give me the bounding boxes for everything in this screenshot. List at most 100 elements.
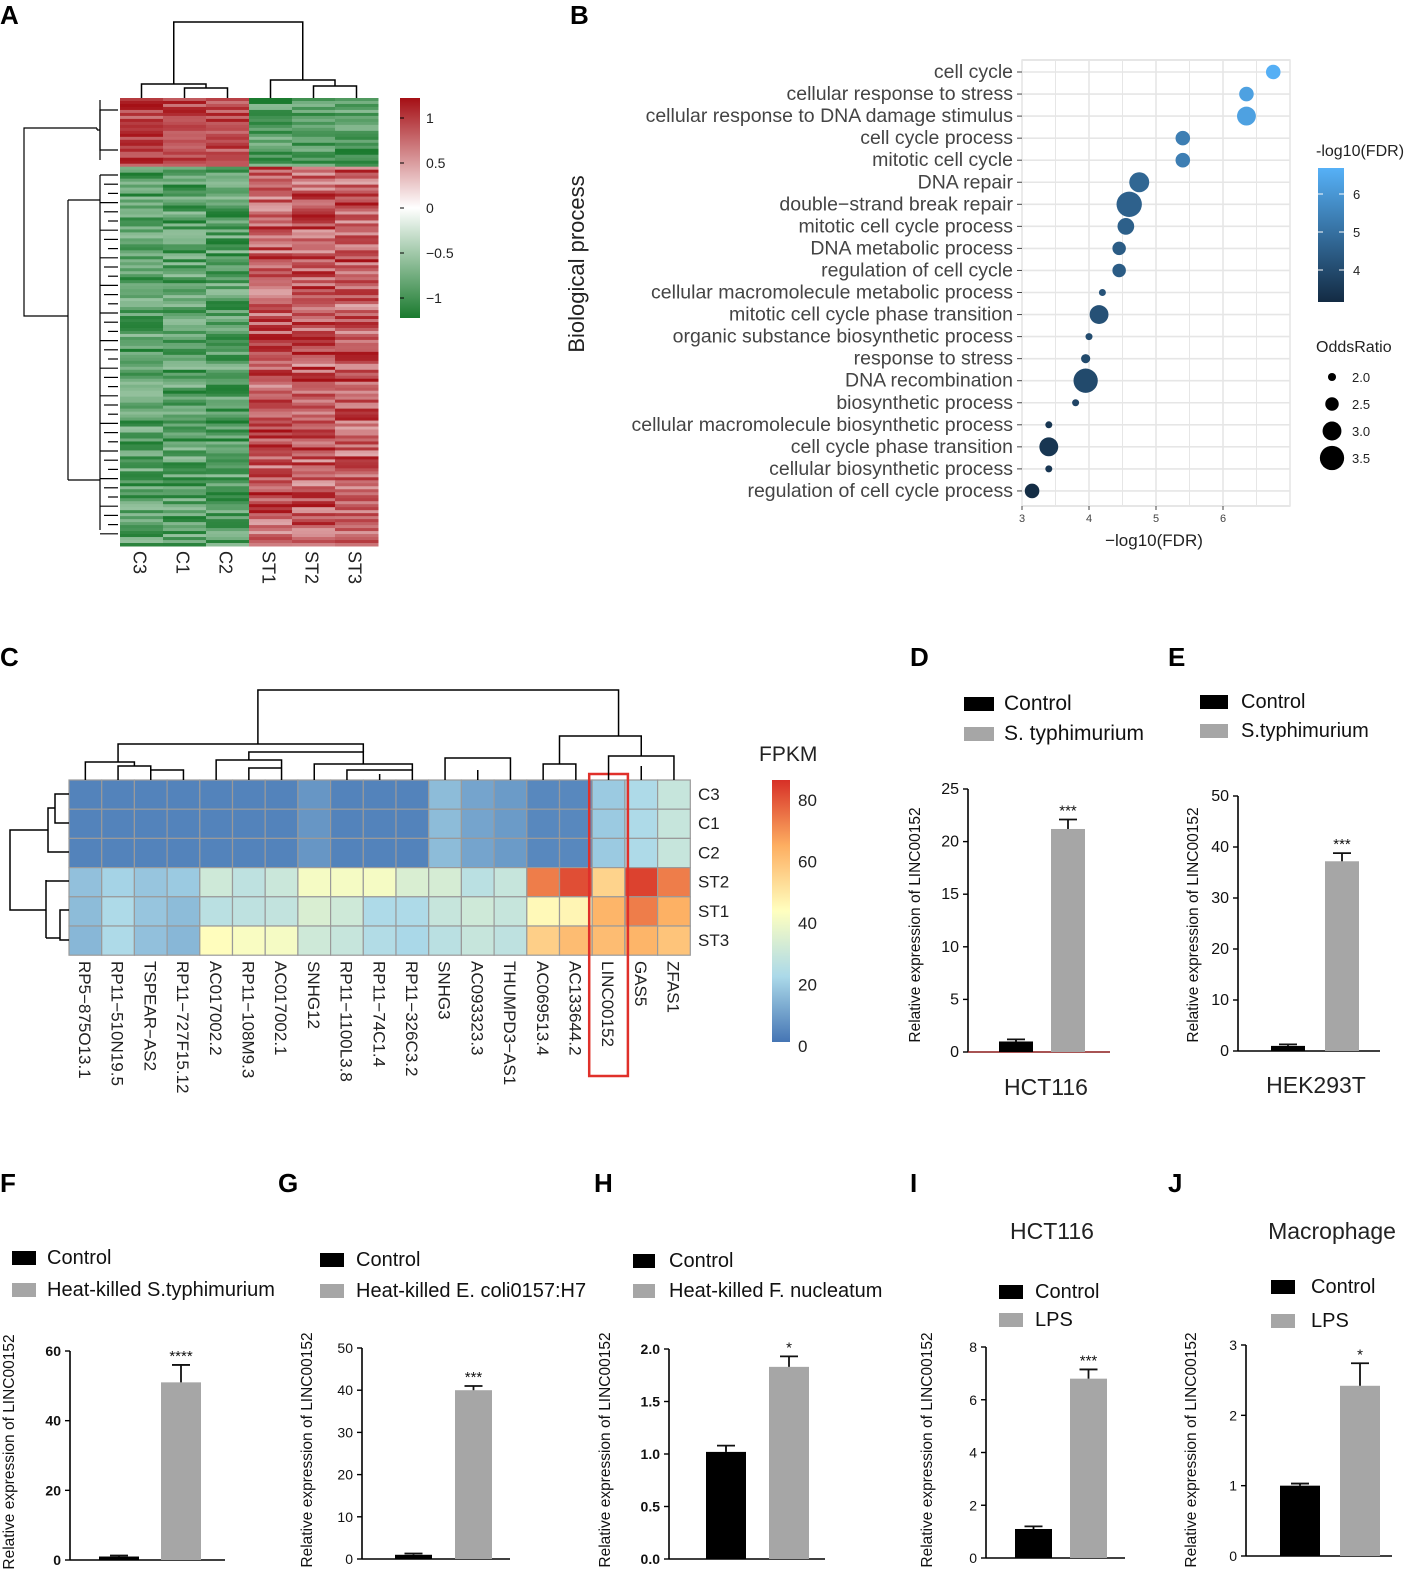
heatmap-cell <box>133 896 168 927</box>
heatmap-cell <box>163 327 207 332</box>
panel-label-c: C <box>0 642 19 672</box>
heatmap-cell <box>292 133 336 138</box>
panel-d-barchart: Control S. typhimurium 0 5 10 15 20 25 Relative … <box>907 692 1144 1100</box>
column-dendrogram <box>84 689 675 780</box>
heatmap-cell <box>249 354 293 359</box>
heatmap-cell <box>249 543 293 547</box>
heatmap-cell <box>120 133 164 138</box>
term-label: double−strand break repair <box>779 193 1013 215</box>
heatmap-cell <box>249 100 293 105</box>
heatmap-cell <box>335 474 379 478</box>
heatmap-cell <box>292 106 336 111</box>
heatmap-cell <box>249 414 293 419</box>
legend-swatch <box>999 1285 1023 1299</box>
heatmap-cell <box>206 396 250 401</box>
heatmap-cell <box>249 540 293 544</box>
heatmap-cell <box>330 808 364 840</box>
heatmap-cell <box>163 214 207 218</box>
heatmap-cell <box>206 474 250 478</box>
heatmap-cell <box>335 354 379 359</box>
heatmap-cell <box>163 372 207 377</box>
heatmap-cell <box>249 106 293 111</box>
heatmap-cell <box>120 250 164 254</box>
heatmap-cell <box>335 136 379 141</box>
heatmap-cell <box>249 283 293 287</box>
heatmap-cell <box>292 510 336 514</box>
heatmap-cell <box>264 808 299 840</box>
heatmap-cell <box>335 360 379 365</box>
heatmap-cell <box>292 121 336 126</box>
heatmap-cell <box>206 184 250 189</box>
heatmap-cell <box>163 534 207 538</box>
heatmap-cell <box>526 808 561 840</box>
heatmap-cell <box>249 402 293 407</box>
y-tick-label: 30 <box>1211 890 1229 907</box>
heatmap-cell <box>292 420 336 425</box>
heatmap-cell <box>206 357 250 362</box>
heatmap-cell <box>206 235 250 239</box>
heatmap-cell <box>249 307 293 311</box>
y-tick-label: 1 <box>1229 1478 1237 1494</box>
heatmap-cell <box>120 456 164 460</box>
heatmap-cell <box>292 184 336 189</box>
heatmap-cell <box>120 172 164 177</box>
heatmap-cell <box>624 896 659 927</box>
heatmap-cell <box>249 489 293 493</box>
heatmap-cell <box>206 480 250 484</box>
heatmap-cell <box>231 866 266 898</box>
heatmap-cell <box>206 301 250 305</box>
heatmap-cell <box>335 118 379 123</box>
heatmap-cell <box>206 112 250 117</box>
heatmap-cell <box>120 339 164 344</box>
heatmap-cell <box>335 238 379 242</box>
data-point <box>1039 437 1059 457</box>
heatmap-cell <box>206 339 250 344</box>
heatmap-cell <box>335 247 379 251</box>
heatmap-cell <box>206 528 250 532</box>
column-label: AC093323.3 <box>467 961 486 1056</box>
heatmap-cell <box>163 501 207 505</box>
heatmap-cell <box>249 187 293 192</box>
heatmap-cell <box>292 175 336 180</box>
heatmap-cell <box>335 316 379 320</box>
heatmap-cell <box>206 283 250 287</box>
heatmap-cell <box>335 540 379 544</box>
heatmap-cell <box>249 417 293 422</box>
heatmap-cell <box>163 166 207 171</box>
heatmap-cell <box>206 127 250 132</box>
heatmap-cell <box>249 384 293 389</box>
heatmap-cell <box>206 324 250 329</box>
heatmap-cell <box>292 444 336 448</box>
heatmap-cell <box>120 283 164 287</box>
heatmap-cell <box>335 450 379 454</box>
heatmap-cell <box>249 474 293 478</box>
heatmap-cell <box>163 256 207 260</box>
heatmap-cell <box>292 181 336 186</box>
heatmap-cell <box>395 896 430 927</box>
color-legend-label: 5 <box>1353 225 1360 240</box>
heatmap-cell <box>335 127 379 132</box>
heatmap-cell <box>362 808 397 840</box>
term-label: cellular response to stress <box>786 83 1013 105</box>
heatmap-cell <box>292 178 336 183</box>
bar <box>1015 1528 1052 1558</box>
heatmap-cell <box>335 232 379 236</box>
heatmap-cell <box>292 447 336 451</box>
y-tick-label: 4 <box>969 1445 977 1461</box>
heatmap-cell <box>249 313 293 317</box>
heatmap-cell <box>206 483 250 487</box>
heatmap-cell <box>249 465 293 469</box>
heatmap-cell <box>335 492 379 496</box>
heatmap-cell <box>133 779 168 810</box>
heatmap-cell <box>206 456 250 460</box>
heatmap-cell <box>206 136 250 141</box>
heatmap-cell <box>335 208 379 212</box>
legend-label: Control <box>1035 1281 1099 1303</box>
heatmap-cell <box>292 429 336 434</box>
heatmap-cell <box>120 313 164 317</box>
column-label: SNHG12 <box>304 961 323 1029</box>
heatmap-cell <box>163 459 207 463</box>
y-tick-label: 10 <box>1211 992 1229 1009</box>
heatmap-cell <box>206 118 250 123</box>
heatmap-cell <box>163 525 207 529</box>
